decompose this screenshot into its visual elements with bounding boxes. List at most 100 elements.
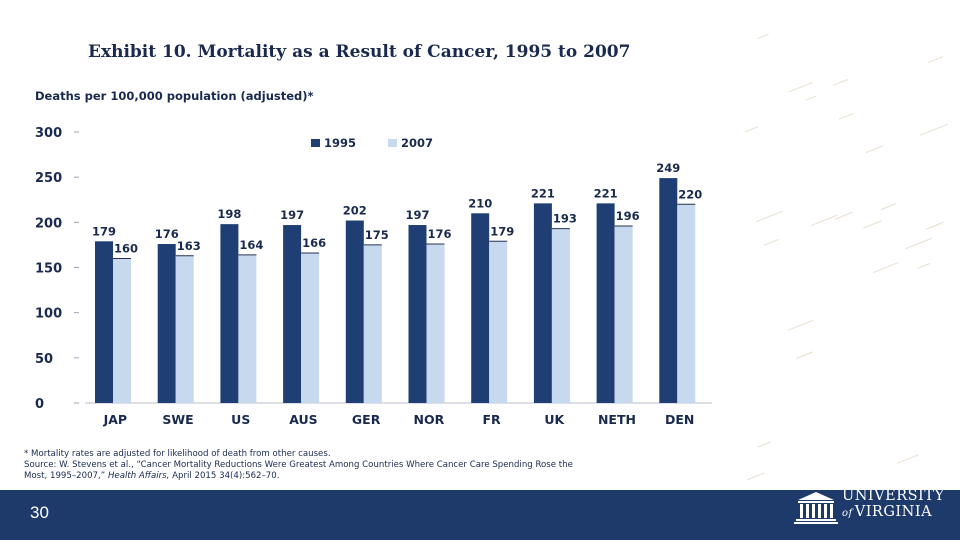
x-tick-label: NOR xyxy=(413,412,444,427)
decorative-line xyxy=(920,123,948,136)
decorative-line xyxy=(863,220,883,229)
y-tick-label: 0 xyxy=(35,397,44,412)
x-tick-label: JAP xyxy=(103,412,128,427)
data-label-2007: 164 xyxy=(239,238,263,252)
bar-2007-swe xyxy=(175,255,194,403)
bar-1995-jap xyxy=(95,241,113,403)
x-tick-label: AUS xyxy=(289,412,317,427)
decorative-line xyxy=(757,33,769,40)
data-label-1995: 249 xyxy=(656,161,680,175)
footnote-adjustment: * Mortality rates are adjusted for likel… xyxy=(24,449,331,459)
decorative-line xyxy=(805,95,817,101)
data-label-1995: 221 xyxy=(531,186,555,200)
bar-1995-us xyxy=(220,224,239,403)
y-tick-label: 50 xyxy=(35,352,53,367)
data-label-2007: 176 xyxy=(427,227,451,241)
decorative-line xyxy=(756,210,783,223)
x-tick-label: US xyxy=(231,412,250,427)
decorative-line xyxy=(880,203,897,211)
wordmark-virginia: VIRGINIA xyxy=(854,504,933,520)
data-label-2007: 179 xyxy=(490,224,514,238)
x-tick-label: SWE xyxy=(162,412,193,427)
university-logo-icon xyxy=(794,492,838,524)
chart-title: Exhibit 10. Mortality as a Result of Can… xyxy=(88,42,631,62)
y-tick-label: 100 xyxy=(35,307,62,322)
bar-1995-fr xyxy=(471,213,490,403)
legend-label-1995: 1995 xyxy=(324,136,356,150)
footnote-source-prefix: Most, 1995–2007,” xyxy=(24,471,106,481)
y-tick-label: 150 xyxy=(35,262,62,277)
decorative-line xyxy=(838,113,854,120)
legend-swatch-2007 xyxy=(388,139,397,147)
decorative-line xyxy=(788,82,813,93)
decorative-line xyxy=(865,145,884,154)
bar-2007-ger xyxy=(363,244,382,403)
bar-chart: 050100150200250300179160JAP176163SWE1981… xyxy=(35,126,712,427)
data-label-2007: 160 xyxy=(114,241,138,255)
bar-1995-swe xyxy=(157,244,176,403)
decorative-line xyxy=(928,56,944,64)
wordmark-of: of xyxy=(842,508,853,519)
bar-1995-nor xyxy=(408,225,427,403)
legend-label-2007: 2007 xyxy=(401,136,433,150)
bar-2007-den xyxy=(677,204,696,403)
legend-swatch-1995 xyxy=(311,139,320,147)
chart-panel: Exhibit 10. Mortality as a Result of Can… xyxy=(24,42,712,482)
footnote-source-suffix: April 2015 34(4):562–70. xyxy=(172,471,280,481)
decorative-line xyxy=(833,79,848,86)
decorative-line xyxy=(788,319,814,331)
x-tick-label: FR xyxy=(482,412,501,427)
decorative-line xyxy=(916,263,930,270)
x-tick-label: DEN xyxy=(665,412,694,427)
decorative-line xyxy=(764,238,779,246)
x-tick-label: NETH xyxy=(598,412,636,427)
y-tick-label: 300 xyxy=(35,126,62,141)
bar-2007-aus xyxy=(301,253,320,403)
data-label-2007: 175 xyxy=(365,228,389,242)
decorative-line xyxy=(928,222,942,229)
bar-2007-neth xyxy=(614,225,633,403)
data-label-2007: 193 xyxy=(553,212,577,226)
wordmark-line2: of VIRGINIA xyxy=(842,504,945,522)
data-label-1995: 198 xyxy=(217,207,241,221)
data-label-1995: 202 xyxy=(343,204,367,218)
decorative-line xyxy=(747,472,765,481)
data-label-1995: 179 xyxy=(92,224,116,238)
decorative-line xyxy=(757,441,771,448)
decorative-line xyxy=(905,237,932,250)
slide-number: 30 xyxy=(30,503,49,522)
x-tick-label: GER xyxy=(352,412,381,427)
footnote-source: Source: W. Stevens et al., “Cancer Morta… xyxy=(24,460,573,470)
data-label-1995: 176 xyxy=(155,227,179,241)
decorative-line xyxy=(834,211,853,220)
decorative-line xyxy=(896,454,919,464)
bar-1995-neth xyxy=(596,203,615,403)
bar-2007-fr xyxy=(489,241,508,403)
bar-1995-ger xyxy=(345,220,364,403)
data-label-1995: 197 xyxy=(280,208,304,222)
data-label-1995: 197 xyxy=(405,208,429,222)
data-label-1995: 210 xyxy=(468,196,492,210)
y-tick-label: 250 xyxy=(35,171,62,186)
university-wordmark: UNIVERSITY of VIRGINIA xyxy=(842,488,945,522)
footnotes: * Mortality rates are adjusted for likel… xyxy=(24,449,573,482)
footnote-source-cont: Most, 1995–2007,” Health Affairs, April … xyxy=(24,471,573,482)
wordmark-line1: UNIVERSITY xyxy=(842,488,945,504)
decorative-line xyxy=(810,214,838,227)
y-axis-label: Deaths per 100,000 population (adjusted)… xyxy=(35,89,314,103)
footnote-journal: Health Affairs, xyxy=(107,471,170,481)
bar-1995-den xyxy=(659,178,678,403)
decorative-line xyxy=(796,351,813,359)
data-label-2007: 220 xyxy=(678,187,702,201)
data-label-2007: 196 xyxy=(616,209,640,223)
bar-2007-us xyxy=(238,254,257,403)
bar-1995-uk xyxy=(533,203,552,403)
bar-2007-jap xyxy=(113,258,131,403)
y-tick-label: 200 xyxy=(35,216,62,231)
bar-1995-aus xyxy=(283,225,302,403)
x-tick-label: UK xyxy=(544,412,565,427)
bar-2007-uk xyxy=(551,228,570,403)
decorative-line xyxy=(873,262,899,274)
data-label-2007: 163 xyxy=(177,239,201,253)
bar-2007-nor xyxy=(426,244,445,403)
